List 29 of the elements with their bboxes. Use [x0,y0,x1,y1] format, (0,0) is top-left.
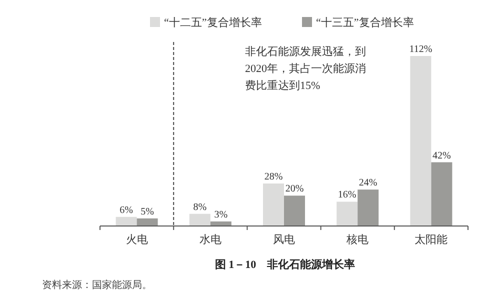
x-tick-label: 风电 [273,233,295,246]
bar [136,218,158,226]
bar [431,162,452,226]
text: 图 1－10 非化石能源增长率 [214,258,356,271]
x-tick-label: 火电 [126,233,148,246]
x-tick-label: 水电 [199,233,222,246]
data-label: 5% [140,206,154,218]
data-label: 3% [214,209,228,220]
bar [263,184,284,226]
data-label: 8% [193,202,207,213]
legend-label: “十三五”复合增长率 [316,16,414,29]
data-label: 20% [285,184,304,195]
bar [284,196,305,226]
annotation: 非化石能源发展迅猛，到2020年，其占一次能源消费比重达到15% [245,45,366,92]
data-label: 42% [432,150,451,162]
x-tick-label: 核电 [346,233,369,246]
x-tick-label: 太阳能 [414,233,448,246]
bar [410,56,432,226]
data-label: 6% [120,204,133,216]
legend-label: “十二五”复合增长率 [164,16,262,29]
bar [336,202,358,226]
bar [116,216,137,226]
data-label: 112% [409,44,432,55]
text: 资料来源：国家能源局。 [42,279,152,291]
data-label: 16% [338,190,356,201]
data-label: 24% [358,178,378,189]
bar [358,190,379,226]
bar [189,214,210,226]
data-label: 28% [264,172,283,182]
